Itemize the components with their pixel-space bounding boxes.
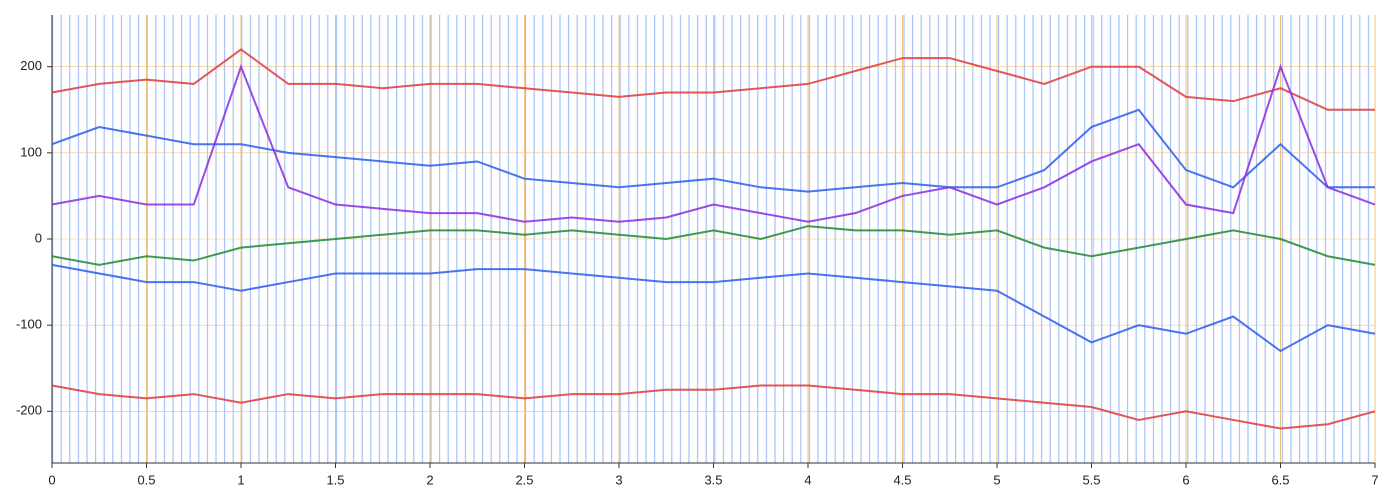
x-tick-label: 0 [48, 472, 55, 487]
x-tick-label: 0.5 [137, 472, 155, 487]
x-tick-label: 6.5 [1271, 472, 1289, 487]
x-tick-label: 1 [237, 472, 244, 487]
x-tick-label: 3.5 [704, 472, 722, 487]
x-tick-label: 2.5 [515, 472, 533, 487]
x-tick-label: 6 [1182, 472, 1189, 487]
x-tick-label: 2 [426, 472, 433, 487]
series-line [51, 225, 1376, 266]
series-line [51, 63, 1376, 223]
series-line [51, 384, 1376, 430]
y-tick-label: 0 [35, 230, 42, 245]
x-tick-label: 1.5 [326, 472, 344, 487]
series-line [51, 48, 1375, 111]
y-tick-label: -100 [16, 317, 42, 332]
series-line [51, 108, 1375, 193]
x-tick-label: 5.5 [1082, 472, 1100, 487]
series-line [51, 263, 1376, 353]
x-tick-label: 7 [1371, 472, 1378, 487]
y-tick-label: 100 [20, 144, 42, 159]
x-tick-label: 4 [804, 472, 811, 487]
x-tick-label: 4.5 [893, 472, 911, 487]
y-tick-label: -200 [16, 403, 42, 418]
x-tick-label: 5 [993, 472, 1000, 487]
x-tick-label: 3 [615, 472, 622, 487]
y-tick-label: 200 [20, 58, 42, 73]
